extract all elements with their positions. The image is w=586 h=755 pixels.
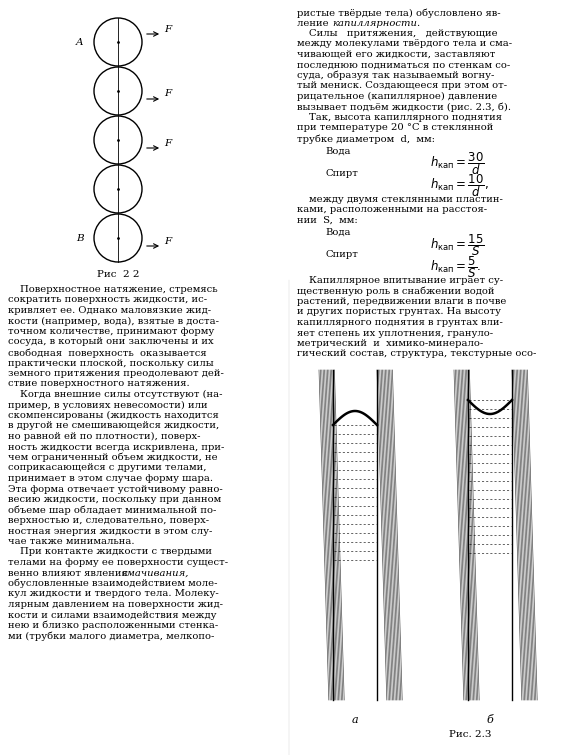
Text: Капиллярное впитывание играет су-: Капиллярное впитывание играет су- (309, 276, 503, 285)
Text: ми (трубки малого диаметра, мелкопо-: ми (трубки малого диаметра, мелкопо- (8, 631, 214, 641)
Text: кости и силами взаимодействия между: кости и силами взаимодействия между (8, 611, 216, 620)
Text: сосуда, в который они заключены и их: сосуда, в который они заключены и их (8, 337, 214, 347)
Text: кости (например, вода), взятые в доста-: кости (например, вода), взятые в доста- (8, 316, 219, 325)
Text: весию жидкости, поскольку при данном: весию жидкости, поскольку при данном (8, 495, 222, 504)
Text: б: б (486, 715, 493, 725)
Text: телами на форму ее поверхности сущест-: телами на форму ее поверхности сущест- (8, 558, 228, 567)
Text: F: F (164, 24, 171, 33)
Text: и других пористых грунтах. На высоту: и других пористых грунтах. На высоту (297, 307, 501, 316)
Text: между двумя стеклянными пластин-: между двумя стеклянными пластин- (309, 195, 503, 204)
Text: в другой не смешивающейся жидкости,: в другой не смешивающейся жидкости, (8, 421, 219, 430)
Text: гический состав, структура, текстурные осо-: гический состав, структура, текстурные о… (297, 350, 536, 359)
Text: Так, высота капиллярного поднятия: Так, высота капиллярного поднятия (309, 113, 502, 122)
Text: F: F (164, 90, 171, 98)
Text: объеме шар обладает минимальной по-: объеме шар обладает минимальной по- (8, 506, 216, 515)
Text: ность жидкости всегда искривлена, при-: ность жидкости всегда искривлена, при- (8, 442, 224, 451)
Text: лярным давлением на поверхности жид-: лярным давлением на поверхности жид- (8, 600, 223, 609)
Text: верхностью и, следовательно, поверх-: верхностью и, следовательно, поверх- (8, 516, 209, 525)
Text: Спирт: Спирт (325, 168, 358, 177)
Text: пример, в условиях невесомости) или: пример, в условиях невесомости) или (8, 400, 207, 410)
Text: земного притяжения преодолевают дей-: земного притяжения преодолевают дей- (8, 369, 224, 378)
Text: смачивания,: смачивания, (122, 569, 189, 578)
Text: Рис. 2.3: Рис. 2.3 (449, 730, 491, 739)
Text: а: а (352, 715, 358, 725)
Text: вызывает подъём жидкости (рис. 2.3, б).: вызывает подъём жидкости (рис. 2.3, б). (297, 103, 511, 112)
Text: ностная энергия жидкости в этом слу-: ностная энергия жидкости в этом слу- (8, 526, 212, 535)
Text: F: F (164, 236, 171, 245)
Text: ление: ление (297, 19, 332, 27)
Text: Силы   притяжения,   действующие: Силы притяжения, действующие (309, 29, 498, 38)
Text: F: F (164, 138, 171, 147)
Text: суда, образуя так называемый вогну-: суда, образуя так называемый вогну- (297, 71, 495, 81)
Text: между молекулами твёрдого тела и сма-: между молекулами твёрдого тела и сма- (297, 39, 512, 48)
Text: трубке диаметром  d,  мм:: трубке диаметром d, мм: (297, 134, 435, 143)
Text: Рис  2 2: Рис 2 2 (97, 270, 139, 279)
Text: кул жидкости и твердого тела. Молеку-: кул жидкости и твердого тела. Молеку- (8, 590, 219, 599)
Text: принимает в этом случае форму шара.: принимает в этом случае форму шара. (8, 474, 213, 483)
Text: метрический  и  химико-минерало-: метрический и химико-минерало- (297, 339, 483, 348)
Text: $h_{\mathregular{кап}} = \dfrac{10}{d}$,: $h_{\mathregular{кап}} = \dfrac{10}{d}$, (430, 172, 489, 199)
Text: рицательное (капиллярное) давление: рицательное (капиллярное) давление (297, 92, 498, 101)
Text: чем ограниченный объем жидкости, не: чем ограниченный объем жидкости, не (8, 453, 217, 463)
Text: при температуре 20 °C в стеклянной: при температуре 20 °C в стеклянной (297, 124, 493, 132)
Text: венно влияют явления: венно влияют явления (8, 569, 131, 578)
Text: точном количестве, принимают форму: точном количестве, принимают форму (8, 327, 214, 336)
Text: яет степень их уплотнения, грануло-: яет степень их уплотнения, грануло- (297, 328, 493, 337)
Text: капиллярного поднятия в грунтах вли-: капиллярного поднятия в грунтах вли- (297, 318, 503, 327)
Text: Спирт: Спирт (325, 250, 358, 259)
Text: кривляет ее. Однако маловязкие жид-: кривляет ее. Однако маловязкие жид- (8, 306, 211, 315)
Text: ристые твёрдые тела) обусловлено яв-: ристые твёрдые тела) обусловлено яв- (297, 8, 500, 17)
Text: Эта форма отвечает устойчивому равно-: Эта форма отвечает устойчивому равно- (8, 485, 223, 494)
Text: скомпенсированы (жидкость находится: скомпенсированы (жидкость находится (8, 411, 219, 420)
Text: чае также минимальна.: чае также минимальна. (8, 537, 135, 546)
Text: Вода: Вода (325, 146, 350, 156)
Text: A: A (76, 38, 83, 47)
Text: $h_{\mathregular{кап}} = \dfrac{30}{d}$: $h_{\mathregular{кап}} = \dfrac{30}{d}$ (430, 150, 485, 177)
Text: $h_{\mathregular{кап}} = \dfrac{5}{S}$.: $h_{\mathregular{кап}} = \dfrac{5}{S}$. (430, 254, 481, 279)
Text: чивающей его жидкости, заставляют: чивающей его жидкости, заставляют (297, 50, 495, 59)
Text: При контакте жидкости с твердыми: При контакте жидкости с твердыми (20, 547, 212, 556)
Text: $h_{\mathregular{кап}} = \dfrac{15}{S}$: $h_{\mathregular{кап}} = \dfrac{15}{S}$ (430, 232, 485, 257)
Text: но равной ей по плотности), поверх-: но равной ей по плотности), поверх- (8, 432, 200, 441)
Text: B: B (76, 234, 84, 243)
Text: обусловленные взаимодействием моле-: обусловленные взаимодействием моле- (8, 579, 217, 588)
Text: ствие поверхностного натяжения.: ствие поверхностного натяжения. (8, 380, 190, 389)
Text: Когда внешние силы отсутствуют (на-: Когда внешние силы отсутствуют (на- (20, 390, 223, 399)
Text: Поверхностное натяжение, стремясь: Поверхностное натяжение, стремясь (20, 285, 217, 294)
Text: щественную роль в снабжении водой: щественную роль в снабжении водой (297, 286, 495, 296)
Text: нии  S,  мм:: нии S, мм: (297, 215, 357, 224)
Text: тый мениск. Создающееся при этом от-: тый мениск. Создающееся при этом от- (297, 82, 507, 91)
Text: Вода: Вода (325, 228, 350, 237)
Text: ками, расположенными на расстоя-: ками, расположенными на расстоя- (297, 205, 487, 214)
Text: капиллярности.: капиллярности. (332, 19, 420, 27)
Text: практически плоской, поскольку силы: практически плоской, поскольку силы (8, 359, 214, 368)
Text: растений, передвижении влаги в почве: растений, передвижении влаги в почве (297, 297, 506, 306)
Text: сократить поверхность жидкости, ис-: сократить поверхность жидкости, ис- (8, 295, 207, 304)
Text: нею и близко расположенными стенка-: нею и близко расположенными стенка- (8, 621, 218, 630)
Text: последнюю подниматься по стенкам со-: последнюю подниматься по стенкам со- (297, 60, 510, 69)
Text: свободная  поверхность  оказывается: свободная поверхность оказывается (8, 348, 207, 358)
Text: соприкасающейся с другими телами,: соприкасающейся с другими телами, (8, 464, 206, 473)
